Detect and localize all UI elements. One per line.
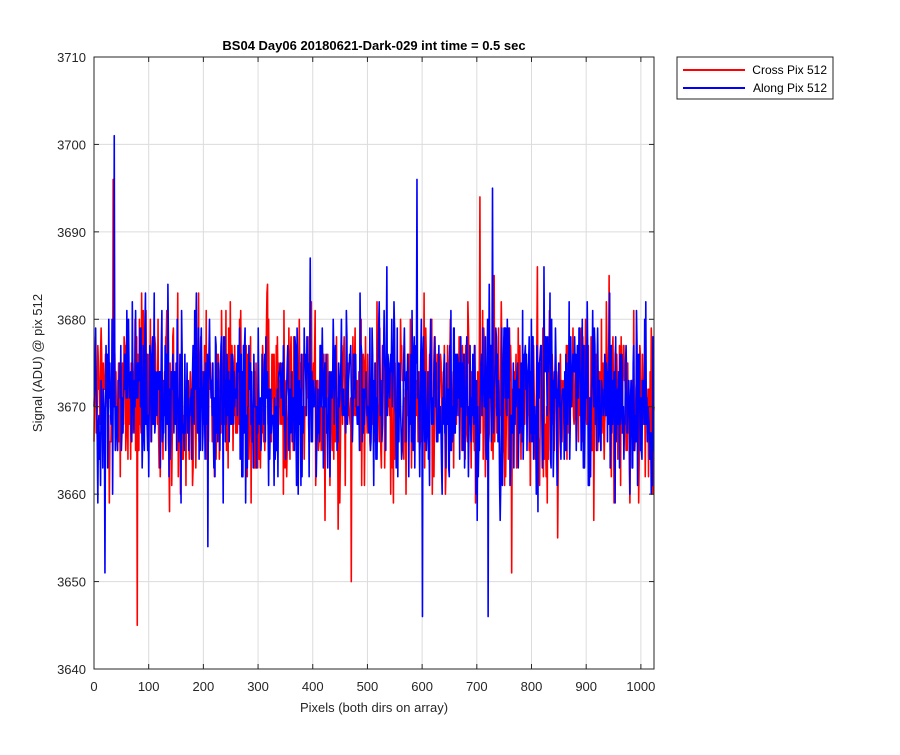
- y-tick-label: 3700: [57, 137, 86, 152]
- x-tick-label: 900: [575, 679, 597, 694]
- x-tick-label: 1000: [626, 679, 655, 694]
- x-tick-label: 800: [521, 679, 543, 694]
- series-lines: [93, 134, 655, 627]
- legend-box: [676, 56, 834, 100]
- y-tick-labels: 3640 3650 3660 3670 3680 3690 3700 3710: [57, 50, 86, 677]
- y-tick-label: 3660: [57, 487, 86, 502]
- x-axis-label: Pixels (both dirs on array): [300, 700, 448, 715]
- y-tick-label: 3650: [57, 575, 86, 590]
- series-line-along-pix: [93, 134, 655, 618]
- x-tick-label: 600: [411, 679, 433, 694]
- legend: Cross Pix 512 Along Pix 512: [676, 56, 834, 100]
- y-tick-label: 3670: [57, 400, 86, 415]
- y-tick-label: 3690: [57, 225, 86, 240]
- y-tick-label: 3680: [57, 312, 86, 327]
- y-axis-label: Signal (ADU) @ pix 512: [30, 294, 45, 432]
- legend-label-cross: Cross Pix 512: [752, 63, 827, 77]
- chart-title: BS04 Day06 20180621-Dark-029 int time = …: [222, 38, 525, 53]
- legend-label-along: Along Pix 512: [753, 81, 827, 95]
- x-tick-label: 200: [193, 679, 215, 694]
- x-tick-labels: 0 100 200 300 400 500 600 700 800 900 1000: [90, 679, 655, 694]
- plot-area-frame: [93, 56, 655, 670]
- x-tick-label: 500: [357, 679, 379, 694]
- y-tick-label: 3710: [57, 50, 86, 65]
- x-tick-label: 100: [138, 679, 160, 694]
- y-tick-label: 3640: [57, 662, 86, 677]
- x-tick-label: 300: [247, 679, 269, 694]
- x-tick-label: 400: [302, 679, 324, 694]
- axis-ticks: [93, 56, 654, 670]
- x-tick-label: 700: [466, 679, 488, 694]
- x-tick-label: 0: [90, 679, 97, 694]
